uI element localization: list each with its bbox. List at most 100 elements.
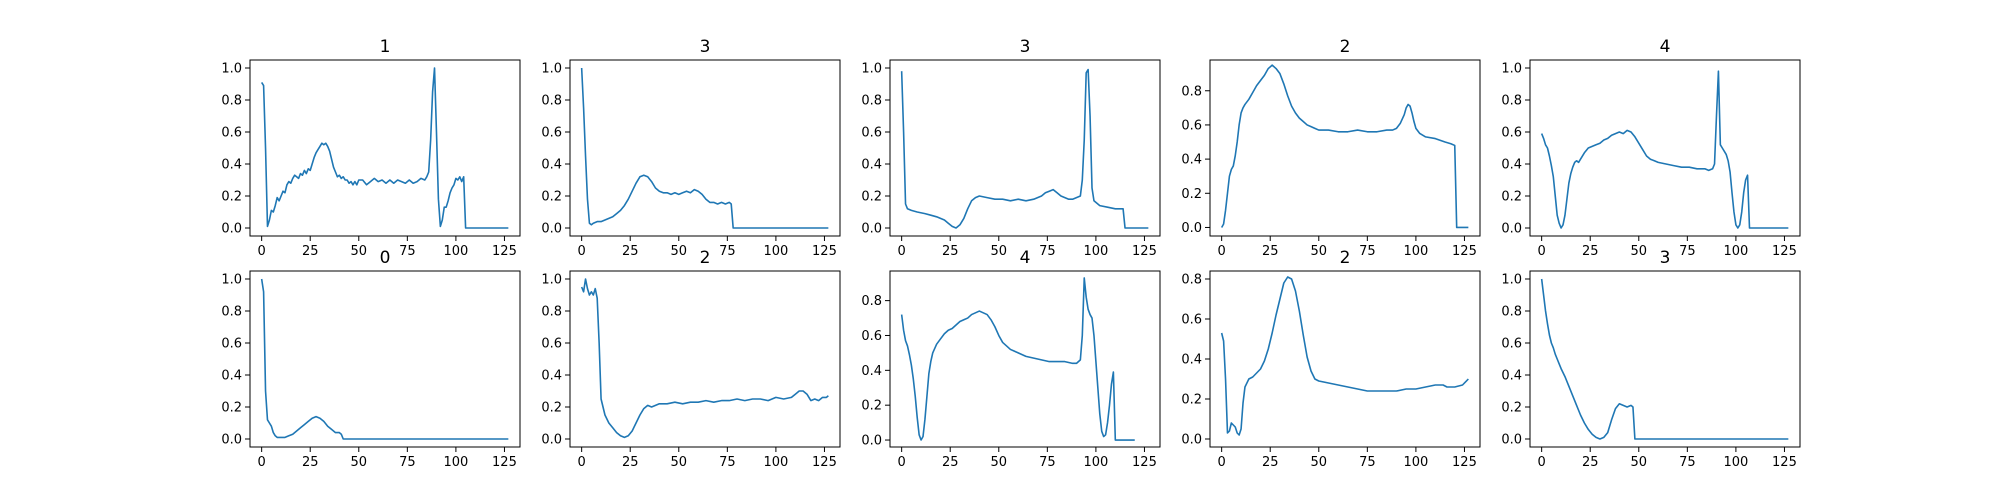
- axes-frame: [249, 59, 521, 237]
- y-tick-label: 0.0: [1181, 221, 1202, 236]
- subplot-title: 4: [1020, 248, 1031, 268]
- y-tick-label: 1.0: [1501, 62, 1522, 77]
- x-tick-label: 0: [1218, 455, 1226, 470]
- y-tick-label: 0.6: [1181, 118, 1202, 133]
- x-tick-label: 0: [1538, 244, 1546, 259]
- x-tick-label: 125: [1132, 455, 1157, 470]
- x-tick-label: 125: [1772, 244, 1797, 259]
- x-tick-label: 100: [763, 455, 788, 470]
- y-tick-label: 0.8: [1501, 305, 1522, 320]
- y-tick-label: 0.4: [1181, 153, 1202, 168]
- x-tick-label: 0: [258, 244, 266, 259]
- series-line: [900, 277, 1135, 441]
- x-tick-label: 25: [622, 455, 639, 470]
- y-tick-label: 0.8: [541, 94, 562, 109]
- subplot-9: 2 0 25 50 75 100 125 0.0 0.2 0.4 0.6 0.8: [1181, 248, 1481, 470]
- y-tick-label: 1.0: [1501, 273, 1522, 288]
- y-tick-label: 0.4: [541, 369, 562, 384]
- y-tick-label: 0.8: [861, 94, 882, 109]
- y-tick-label: 0.4: [221, 158, 242, 173]
- x-tick-label: 125: [812, 455, 837, 470]
- x-tick-label: 50: [1631, 244, 1648, 259]
- x-tick-label: 75: [1679, 455, 1696, 470]
- y-tick-label: 0.0: [541, 433, 562, 448]
- y-tick-label: 0.8: [541, 305, 562, 320]
- x-tick-label: 75: [1359, 455, 1376, 470]
- y-tick-label: 0.4: [1181, 353, 1202, 368]
- y-tick-label: 0.6: [541, 337, 562, 352]
- x-tick-label: 0: [898, 455, 906, 470]
- series-line: [580, 67, 829, 229]
- x-tick-label: 100: [1083, 244, 1108, 259]
- x-tick-label: 50: [351, 244, 368, 259]
- y-tick-label: 0.2: [541, 401, 562, 416]
- x-tick-label: 0: [1538, 455, 1546, 470]
- x-tick-label: 75: [719, 455, 736, 470]
- y-tick-label: 0.2: [221, 401, 242, 416]
- x-tick-label: 125: [492, 455, 517, 470]
- y-tick-label: 0.4: [1501, 369, 1522, 384]
- x-tick-label: 25: [942, 244, 959, 259]
- y-tick-label: 0.2: [1501, 401, 1522, 416]
- subplot-title: 2: [700, 248, 711, 268]
- x-tick-label: 125: [1772, 455, 1797, 470]
- y-tick-label: 0.8: [1181, 273, 1202, 288]
- y-tick-label: 0.2: [1181, 393, 1202, 408]
- series-line: [1540, 70, 1789, 229]
- x-tick-label: 100: [1403, 244, 1428, 259]
- x-tick-label: 100: [1723, 244, 1748, 259]
- x-tick-label: 0: [898, 244, 906, 259]
- y-tick-label: 0.4: [861, 364, 882, 379]
- subplot-2: 3 0 25 50 75 100 125 0.0 0.2 0.4 0.6 0.8 1.0: [541, 37, 841, 259]
- x-tick-label: 125: [1452, 455, 1477, 470]
- axes-frame: [569, 270, 841, 448]
- x-tick-label: 25: [302, 455, 319, 470]
- subplot-6: 0 0 25 50 75 100 125 0.0 0.2 0.4 0.6 0.8 1.0: [221, 248, 521, 470]
- axes-frame: [249, 270, 521, 448]
- axes-frame: [889, 270, 1161, 448]
- x-tick-label: 25: [1582, 244, 1599, 259]
- subplot-5: 4 0 25 50 75 100 125 0.0 0.2 0.4 0.6 0.8 1.0: [1501, 37, 1801, 259]
- y-tick-label: 1.0: [861, 62, 882, 77]
- subplot-title: 4: [1660, 37, 1671, 57]
- y-tick-label: 0.6: [861, 126, 882, 141]
- y-tick-label: 0.6: [221, 337, 242, 352]
- x-tick-label: 50: [351, 455, 368, 470]
- subplot-10: 3 0 25 50 75 100 125 0.0 0.2 0.4 0.6 0.8 1.0: [1501, 248, 1801, 470]
- x-tick-label: 75: [399, 244, 416, 259]
- y-tick-label: 0.2: [861, 190, 882, 205]
- y-tick-label: 0.6: [861, 329, 882, 344]
- y-tick-label: 0.2: [861, 399, 882, 414]
- subplot-3: 3 0 25 50 75 100 125 0.0 0.2 0.4 0.6 0.8 1.0: [861, 37, 1161, 259]
- y-tick-label: 0.4: [541, 158, 562, 173]
- x-tick-label: 50: [1311, 244, 1328, 259]
- axes-frame: [569, 59, 841, 237]
- x-tick-label: 75: [1039, 244, 1056, 259]
- series-line: [260, 67, 509, 229]
- y-tick-label: 0.0: [861, 222, 882, 237]
- y-tick-label: 0.6: [1501, 126, 1522, 141]
- subplot-7: 2 0 25 50 75 100 125 0.0 0.2 0.4 0.6 0.8 1.0: [541, 248, 841, 470]
- y-tick-label: 0.0: [1501, 222, 1522, 237]
- x-tick-label: 125: [1132, 244, 1157, 259]
- y-tick-label: 0.4: [1501, 158, 1522, 173]
- y-tick-label: 0.4: [861, 158, 882, 173]
- x-tick-label: 125: [812, 244, 837, 259]
- x-tick-label: 100: [443, 455, 468, 470]
- y-tick-label: 0.2: [541, 190, 562, 205]
- subplot-title: 0: [380, 248, 391, 268]
- y-tick-label: 0.6: [221, 126, 242, 141]
- x-tick-label: 75: [1039, 455, 1056, 470]
- series-line: [1540, 278, 1789, 440]
- y-tick-label: 1.0: [541, 273, 562, 288]
- y-tick-label: 1.0: [541, 62, 562, 77]
- y-tick-label: 1.0: [221, 273, 242, 288]
- y-tick-label: 0.6: [1501, 337, 1522, 352]
- subplot-grid: 1 0 25 50 75 100 125 0.0 0.2 0.4 0.6 0.8 1.0 3 0 25 50 75…: [221, 37, 1801, 470]
- x-tick-label: 25: [1262, 455, 1279, 470]
- subplot-1: 1 0 25 50 75 100 125 0.0 0.2 0.4 0.6 0.8 1.0: [221, 37, 521, 259]
- y-tick-label: 0.6: [1181, 313, 1202, 328]
- axes-frame: [1529, 270, 1801, 448]
- x-tick-label: 50: [671, 244, 688, 259]
